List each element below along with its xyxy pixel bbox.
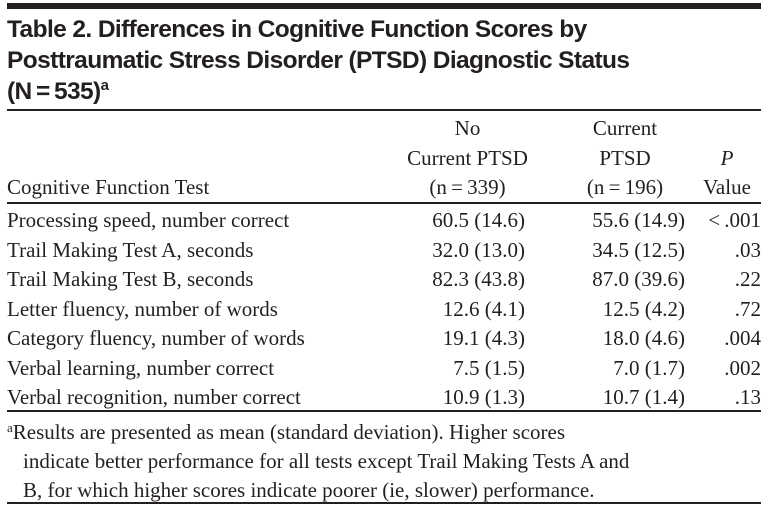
footnote-marker: a [7,420,13,435]
cell-ptsd: 12.5 (4.2) [602,296,685,321]
table-row: Verbal recognition, number correct 10.9 … [7,383,761,413]
cell-no-ptsd: 12.6 (4.1) [442,296,525,321]
table-row: Verbal learning, number correct 7.5 (1.5… [7,354,761,384]
cell-p-value: .22 [734,267,761,291]
header-line: P [720,145,734,170]
cell-test: Letter fluency, number of words [7,296,278,321]
cell-p-value: .004 [724,326,761,350]
table-row: Letter fluency, number of words 12.6 (4.… [7,295,761,325]
title-rule [7,109,761,111]
title-line: Posttraumatic Stress Disorder (PTSD) Dia… [7,47,630,74]
cell-no-ptsd: 82.3 (43.8) [432,267,525,291]
table-row: Category fluency, number of words 19.1 (… [7,324,761,354]
title-line: (N = 535) [7,78,101,105]
header-line: PTSD [599,145,651,170]
cell-ptsd: 10.7 (1.4) [602,385,685,409]
title-line: Table 2. Differences in Cognitive Functi… [7,16,587,43]
cell-no-ptsd: 60.5 (14.6) [432,208,525,232]
cell-no-ptsd: 7.5 (1.5) [453,355,525,380]
cell-ptsd: 18.0 (4.6) [602,326,685,350]
footnote-line: Results are presented as mean (standard … [12,420,566,444]
footnote-line: B, for which higher scores indicate poor… [23,478,595,502]
cell-test: Processing speed, number correct [7,208,290,232]
cell-p-value: .002 [724,355,761,380]
cell-ptsd: 34.5 (12.5) [592,237,685,262]
header-test: Cognitive Function Test [7,173,209,203]
cell-ptsd: 7.0 (1.7) [613,355,685,380]
header-line: Current [592,116,658,140]
table-row: Trail Making Test A, seconds 32.0 (13.0)… [7,236,761,266]
cell-p-value: .72 [734,296,761,321]
footnote-line: indicate better performance for all test… [23,449,630,473]
cell-p-value: .03 [734,237,761,262]
cell-ptsd: 55.6 (14.9) [592,208,685,232]
header-line: No [454,116,481,140]
cell-no-ptsd: 10.9 (1.3) [442,385,525,409]
cell-p-value: < .001 [708,208,761,232]
table-row: Trail Making Test B, seconds 82.3 (43.8)… [7,265,761,295]
cell-test: Trail Making Test A, seconds [7,237,254,262]
cell-ptsd: 87.0 (39.6) [592,267,685,291]
header-line: (n = 339) [429,175,506,199]
footnote-marker: a [100,77,109,94]
cell-test: Verbal learning, number correct [7,355,275,380]
header-p-value: P Value [695,144,759,203]
top-rule [7,3,761,9]
header-no-ptsd: No Current PTSD (n = 339) [385,114,550,203]
header-ptsd: Current PTSD (n = 196) [555,114,695,203]
header-line: Value [703,175,751,199]
cell-no-ptsd: 32.0 (13.0) [432,237,525,262]
cell-no-ptsd: 19.1 (4.3) [442,326,525,350]
cell-test: Verbal recognition, number correct [7,385,301,409]
table-title: Table 2. Differences in Cognitive Functi… [7,14,630,107]
header-label: Cognitive Function Test [7,175,210,199]
header-line: Current PTSD [407,145,528,170]
cell-test: Trail Making Test B, seconds [7,267,254,291]
bottom-rule [7,502,761,504]
footnote: aResults are presented as mean (standard… [7,418,767,505]
table-row: Processing speed, number correct 60.5 (1… [7,206,761,236]
body-rule [7,410,761,412]
cell-test: Category fluency, number of words [7,326,305,350]
header-line: (n = 196) [586,175,664,199]
header-rule [7,202,761,204]
cell-p-value: .13 [734,385,761,409]
